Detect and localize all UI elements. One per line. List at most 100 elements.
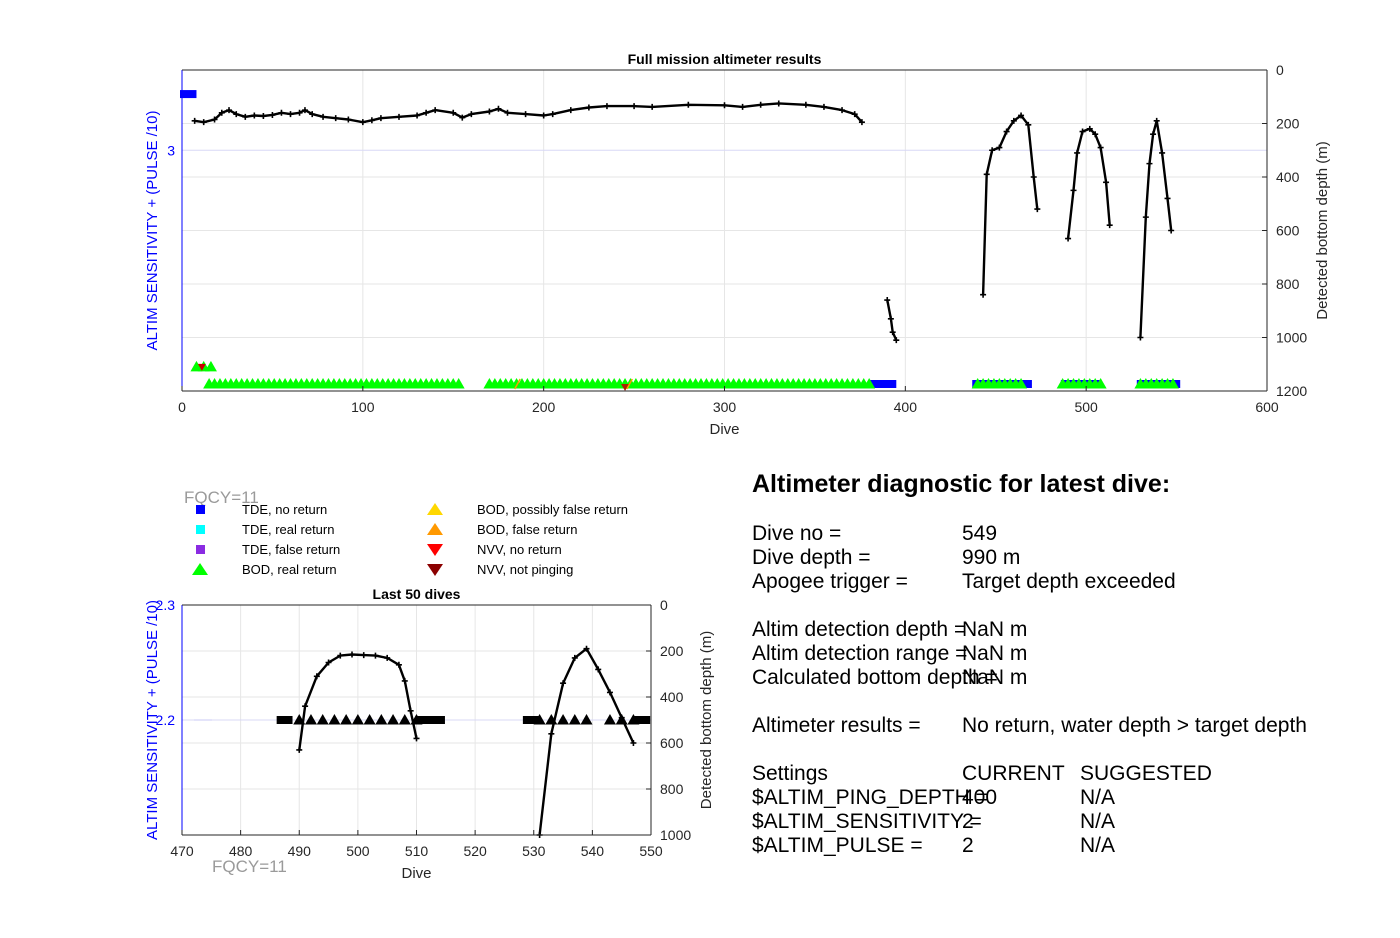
- full-x-tick-label: 500: [1074, 399, 1098, 415]
- legend-fqcy-label: FQCY=11: [184, 488, 259, 507]
- calc-depth-label: Calculated bottom depth =: [752, 666, 998, 689]
- suggested-header: SUGGESTED: [1080, 762, 1212, 785]
- last50-depth-point: [571, 654, 578, 661]
- legend: FQCY=11 TDE, no return TDE, real return TD…: [180, 488, 660, 580]
- last50-tde-marker: [640, 716, 651, 724]
- full-depth-point: [1153, 117, 1160, 124]
- full-depth-point: [414, 112, 421, 119]
- last50-y-right-tick-label: 200: [660, 643, 684, 659]
- full-depth-point: [820, 103, 827, 110]
- full-depth-point: [1137, 334, 1144, 341]
- last50-tde-marker: [528, 716, 539, 724]
- full-depth-point: [858, 119, 865, 126]
- last50-x-tick-label: 530: [522, 843, 546, 859]
- full-depth-point: [989, 147, 996, 154]
- full-nvv-marker: [197, 363, 206, 371]
- sensitivity-current: 2: [962, 810, 974, 833]
- full-depth-point: [200, 119, 207, 126]
- full-depth-point: [1150, 131, 1157, 138]
- full-depth-point: [1003, 128, 1010, 135]
- last50-bod-marker: [316, 714, 329, 725]
- det-range-value: NaN m: [962, 642, 1028, 665]
- last50-y-right-tick-label: 1000: [660, 827, 691, 843]
- last50-x-tick-label: 510: [405, 843, 429, 859]
- last50-tde-marker: [423, 716, 434, 724]
- last50-depth-point: [313, 673, 320, 680]
- last50-depth-point: [384, 654, 391, 661]
- current-header: CURRENT: [962, 762, 1065, 785]
- last50-bod-marker: [568, 714, 581, 725]
- full-depth-point: [269, 111, 276, 118]
- legend-label: TDE, no return: [242, 502, 328, 517]
- full-tde-marker: [180, 90, 197, 99]
- legend-marker-icon: [427, 523, 443, 535]
- last50-depth-point: [413, 735, 420, 742]
- legend-label: BOD, false return: [477, 522, 578, 537]
- full-depth-point: [996, 144, 1003, 151]
- full-bod-false-marker: [626, 378, 633, 390]
- last50-depth-point: [583, 645, 590, 652]
- full-depth-point: [1103, 179, 1110, 186]
- full-depth-point: [486, 108, 493, 115]
- last50-depth-point: [302, 703, 309, 710]
- full-depth-point: [495, 105, 502, 112]
- full-tde-marker: [869, 380, 897, 388]
- last50-x-tick-label: 480: [229, 843, 253, 859]
- det-depth-value: NaN m: [962, 618, 1028, 641]
- full-depth-point: [1164, 195, 1171, 202]
- full-depth-point: [603, 103, 610, 110]
- full-depth-point: [775, 100, 782, 107]
- full-depth-point: [884, 297, 891, 304]
- last50-depth-point: [401, 677, 408, 684]
- full-depth-point: [301, 107, 308, 114]
- full-y-right-tick-label: 600: [1276, 223, 1300, 239]
- last50-annotation: FQCY=11: [212, 857, 287, 876]
- last50-x-tick-label: 490: [288, 843, 312, 859]
- full-depth-point: [332, 115, 339, 122]
- full-depth-point: [423, 109, 430, 116]
- full-y-right-tick-label: 1200: [1276, 383, 1307, 399]
- full-bod-marker: [452, 378, 465, 389]
- apogee-label: Apogee trigger =: [752, 570, 908, 593]
- ping-depth-suggested: N/A: [1080, 786, 1116, 809]
- last50-x-tick-label: 470: [170, 843, 194, 859]
- full-bod-marker: [863, 378, 876, 389]
- full-y-right-tick-label: 1000: [1276, 330, 1307, 346]
- last50-depth-point: [606, 689, 613, 696]
- full-bod-marker: [1015, 378, 1028, 389]
- full-depth-point: [359, 119, 366, 126]
- full-bod-marker: [204, 360, 217, 372]
- full-depth-point: [396, 113, 402, 120]
- last50-bod-marker: [387, 714, 400, 725]
- legend-label: BOD, possibly false return: [477, 502, 629, 517]
- legend-marker-icon: [427, 503, 443, 515]
- last50-bod-marker: [603, 714, 616, 725]
- last50-depth-point: [349, 651, 356, 658]
- full-depth-point: [504, 109, 511, 116]
- legend-marker-icon: [196, 545, 205, 554]
- last50-tde-marker: [434, 716, 445, 724]
- last50-tde-marker: [417, 716, 428, 724]
- full-depth-point: [1010, 117, 1017, 124]
- full-depth-point: [685, 101, 692, 108]
- full-depth-point: [296, 109, 303, 116]
- sensitivity-label: $ALTIM_SENSITIVITY =: [752, 810, 982, 833]
- full-depth-point: [1034, 206, 1041, 213]
- full-depth-point: [889, 329, 896, 336]
- full-depth-point: [893, 337, 900, 344]
- full-y-right-tick-label: 200: [1276, 116, 1300, 132]
- full-depth-point: [1092, 131, 1099, 138]
- last50-bod-marker: [351, 714, 364, 725]
- last50-y-right-tick-label: 800: [660, 781, 684, 797]
- full-depth-point: [1106, 222, 1113, 229]
- full-depth-point: [757, 101, 764, 108]
- dive-no-label: Dive no =: [752, 522, 842, 545]
- full-depth-point: [432, 107, 439, 114]
- full-depth-line: [981, 114, 1039, 295]
- full-depth-point: [218, 109, 225, 116]
- calc-depth-value: NaN m: [962, 666, 1028, 689]
- full-depth-point: [242, 113, 249, 120]
- last50-x-tick-label: 520: [463, 843, 487, 859]
- full-y-left-tick-label: 3: [167, 142, 175, 158]
- full-bod-marker: [1094, 378, 1107, 389]
